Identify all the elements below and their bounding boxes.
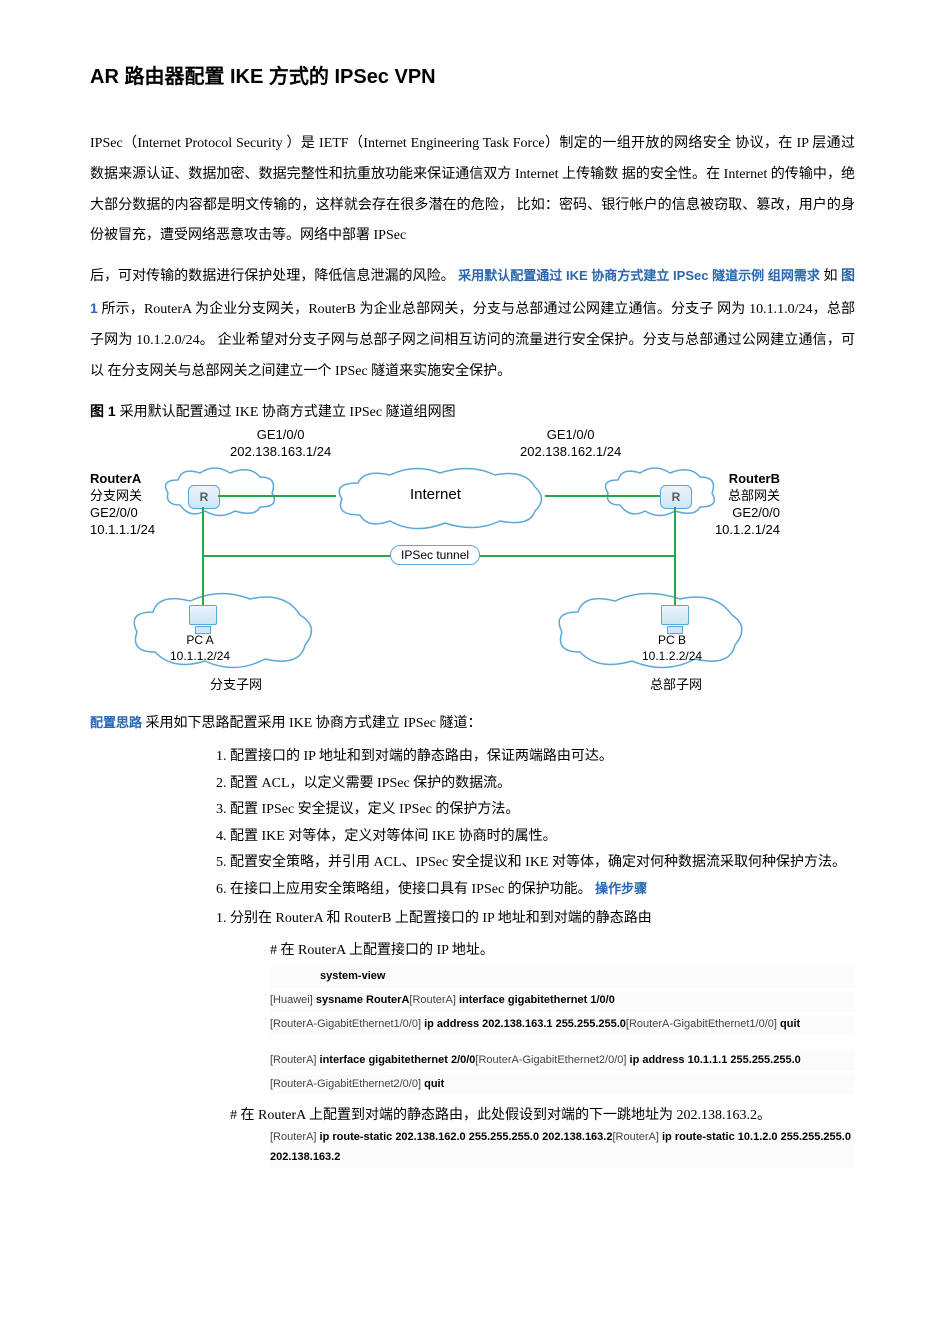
router-b-icon: R bbox=[660, 485, 690, 507]
internet-label: Internet bbox=[410, 485, 461, 505]
cli-line-1: [Huawei] sysname RouterA[RouterA] interf… bbox=[270, 991, 855, 1011]
pc-b-label: PC B 10.1.2.2/24 bbox=[642, 633, 702, 664]
hq-label: 总部子网 bbox=[650, 677, 702, 694]
pc-b-icon bbox=[660, 605, 690, 634]
config-intro: 采用如下思路配置采用 IKE 协商方式建立 IPSec 隧道： bbox=[142, 716, 482, 731]
example-link[interactable]: 采用默认配置通过 IKE 协商方式建立 IPSec 隧道示例 组网需求 bbox=[458, 268, 820, 283]
code-block-2: [RouterA] ip route-static 202.138.162.0 … bbox=[90, 1128, 855, 1168]
proc-step-1: 分别在 RouterA 和 RouterB 上配置接口的 IP 地址和到对端的静… bbox=[230, 906, 855, 933]
cli-line-2: [RouterA-GigabitEthernet1/0/0] ip addres… bbox=[270, 1015, 855, 1035]
branch-label: 分支子网 bbox=[210, 677, 262, 694]
step-2: 配置 ACL，以定义需要 IPSec 保护的数据流。 bbox=[230, 771, 855, 798]
router-a-icon: R bbox=[188, 485, 218, 507]
intro-para-1: IPSec（Internet Protocol Security ）是 IETF… bbox=[90, 129, 855, 252]
figure-num: 图 1 bbox=[90, 403, 120, 419]
hash-1: # 在 RouterA 上配置接口的 IP 地址。 bbox=[270, 938, 855, 963]
step-1: 配置接口的 IP 地址和到对端的静态路由，保证两端路由可达。 bbox=[230, 744, 855, 771]
pc-a-icon bbox=[188, 605, 218, 634]
wire-1 bbox=[218, 495, 336, 497]
config-heading: 配置思路 bbox=[90, 715, 142, 730]
cli-line-3: [RouterA] interface gigabitethernet 2/0/… bbox=[270, 1051, 855, 1071]
intro-text-2a: 后，可对传输的数据进行保护处理，降低信息泄漏的风险。 bbox=[90, 269, 458, 284]
ge-right-label: GE1/0/0 202.138.162.1/24 bbox=[520, 427, 621, 461]
config-heading-line: 配置思路 采用如下思路配置采用 IKE 协商方式建立 IPSec 隧道： bbox=[90, 711, 855, 738]
wire-v-left bbox=[202, 507, 204, 557]
hash-2: # 在 RouterA 上配置到对端的静态路由，此处假设到对端的下一跳地址为 2… bbox=[90, 1104, 855, 1124]
wire-down-left bbox=[202, 555, 204, 605]
pc-a-label: PC A 10.1.1.2/24 bbox=[170, 633, 230, 664]
wire-v-right bbox=[674, 507, 676, 557]
step-6: 在接口上应用安全策略组，使接口具有 IPSec 的保护功能。 操作步骤 bbox=[230, 877, 855, 904]
cli-line-4: [RouterA-GigabitEthernet2/0/0] quit bbox=[270, 1075, 855, 1095]
figure-caption-text: 采用默认配置通过 IKE 协商方式建立 IPSec 隧道组网图 bbox=[120, 405, 456, 420]
intro-text-2b: 如 bbox=[823, 269, 837, 284]
step-4: 配置 IKE 对等体，定义对等体间 IKE 协商时的属性。 bbox=[230, 824, 855, 851]
router-b-block: RouterB 总部网关 GE2/0/0 10.1.2.1/24 bbox=[715, 471, 780, 539]
page-title: AR 路由器配置 IKE 方式的 IPSec VPN bbox=[90, 60, 855, 89]
cloud-left-top bbox=[160, 465, 280, 520]
figure-caption: 图 1 采用默认配置通过 IKE 协商方式建立 IPSec 隧道组网图 bbox=[90, 401, 855, 421]
procedure-link[interactable]: 操作步骤 bbox=[595, 881, 647, 896]
code-block-1: # 在 RouterA 上配置接口的 IP 地址。 system-view [H… bbox=[90, 938, 855, 1094]
ipsec-tunnel-label: IPSec tunnel bbox=[390, 545, 480, 565]
wire-down-right bbox=[674, 555, 676, 605]
network-diagram: GE1/0/0 202.138.163.1/24 GE1/0/0 202.138… bbox=[90, 427, 790, 707]
step-3: 配置 IPSec 安全提议，定义 IPSec 的保护方法。 bbox=[230, 797, 855, 824]
step-5: 配置安全策略，并引用 ACL、IPSec 安全提议和 IKE 对等体，确定对何种… bbox=[230, 850, 855, 877]
cli2-line-1: [RouterA] ip route-static 202.138.162.0 … bbox=[270, 1128, 855, 1168]
intro-para-2: 后，可对传输的数据进行保护处理，降低信息泄漏的风险。 采用默认配置通过 IKE … bbox=[90, 260, 855, 387]
intro-text-2c: 所示，RouterA 为企业分支网关，RouterB 为企业总部网关，分支与总部… bbox=[90, 302, 855, 379]
procedure-steps: 分别在 RouterA 和 RouterB 上配置接口的 IP 地址和到对端的静… bbox=[90, 906, 855, 933]
ge-left-label: GE1/0/0 202.138.163.1/24 bbox=[230, 427, 331, 461]
router-a-block: RouterA 分支网关 GE2/0/0 10.1.1.1/24 bbox=[90, 471, 155, 539]
cli-system-view: system-view bbox=[320, 970, 385, 982]
config-steps: 配置接口的 IP 地址和到对端的静态路由，保证两端路由可达。 配置 ACL，以定… bbox=[90, 744, 855, 904]
wire-2 bbox=[545, 495, 660, 497]
